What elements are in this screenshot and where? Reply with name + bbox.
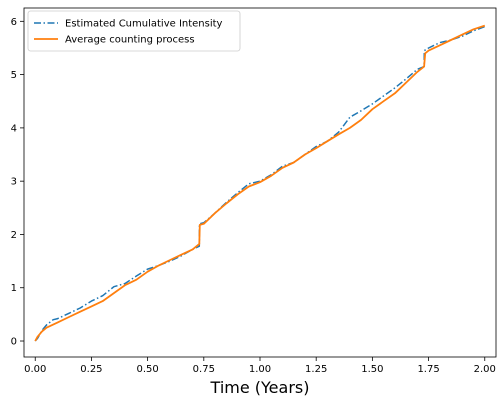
legend-label-2: Average counting process (65, 35, 195, 46)
series-line-2 (34, 24, 486, 342)
y-tick-label: 0 (11, 337, 17, 348)
x-tick-label: 2.00 (474, 364, 496, 375)
x-axis-label: Time (Years) (210, 378, 310, 397)
legend-label-1: Estimated Cumulative Intensity (65, 19, 223, 30)
x-tick-label: 1.25 (305, 364, 327, 375)
series-line-1 (34, 25, 486, 342)
legend-box (27, 10, 241, 52)
y-tick-label: 6 (11, 17, 17, 28)
y-tick-label: 3 (11, 177, 17, 188)
x-tick-label: 1.75 (417, 364, 439, 375)
x-tick-label: 1.00 (249, 364, 271, 375)
x-tick-label: 0.00 (24, 364, 46, 375)
x-tick-label: 0.50 (136, 364, 158, 375)
y-tick-label: 5 (11, 70, 17, 81)
y-tick-label: 2 (11, 230, 17, 241)
x-tick-label: 0.75 (193, 364, 215, 375)
x-tick-label: 1.50 (361, 364, 383, 375)
y-tick-label: 4 (11, 123, 17, 134)
x-tick-label: 0.25 (80, 364, 102, 375)
y-tick-label: 1 (11, 283, 17, 294)
